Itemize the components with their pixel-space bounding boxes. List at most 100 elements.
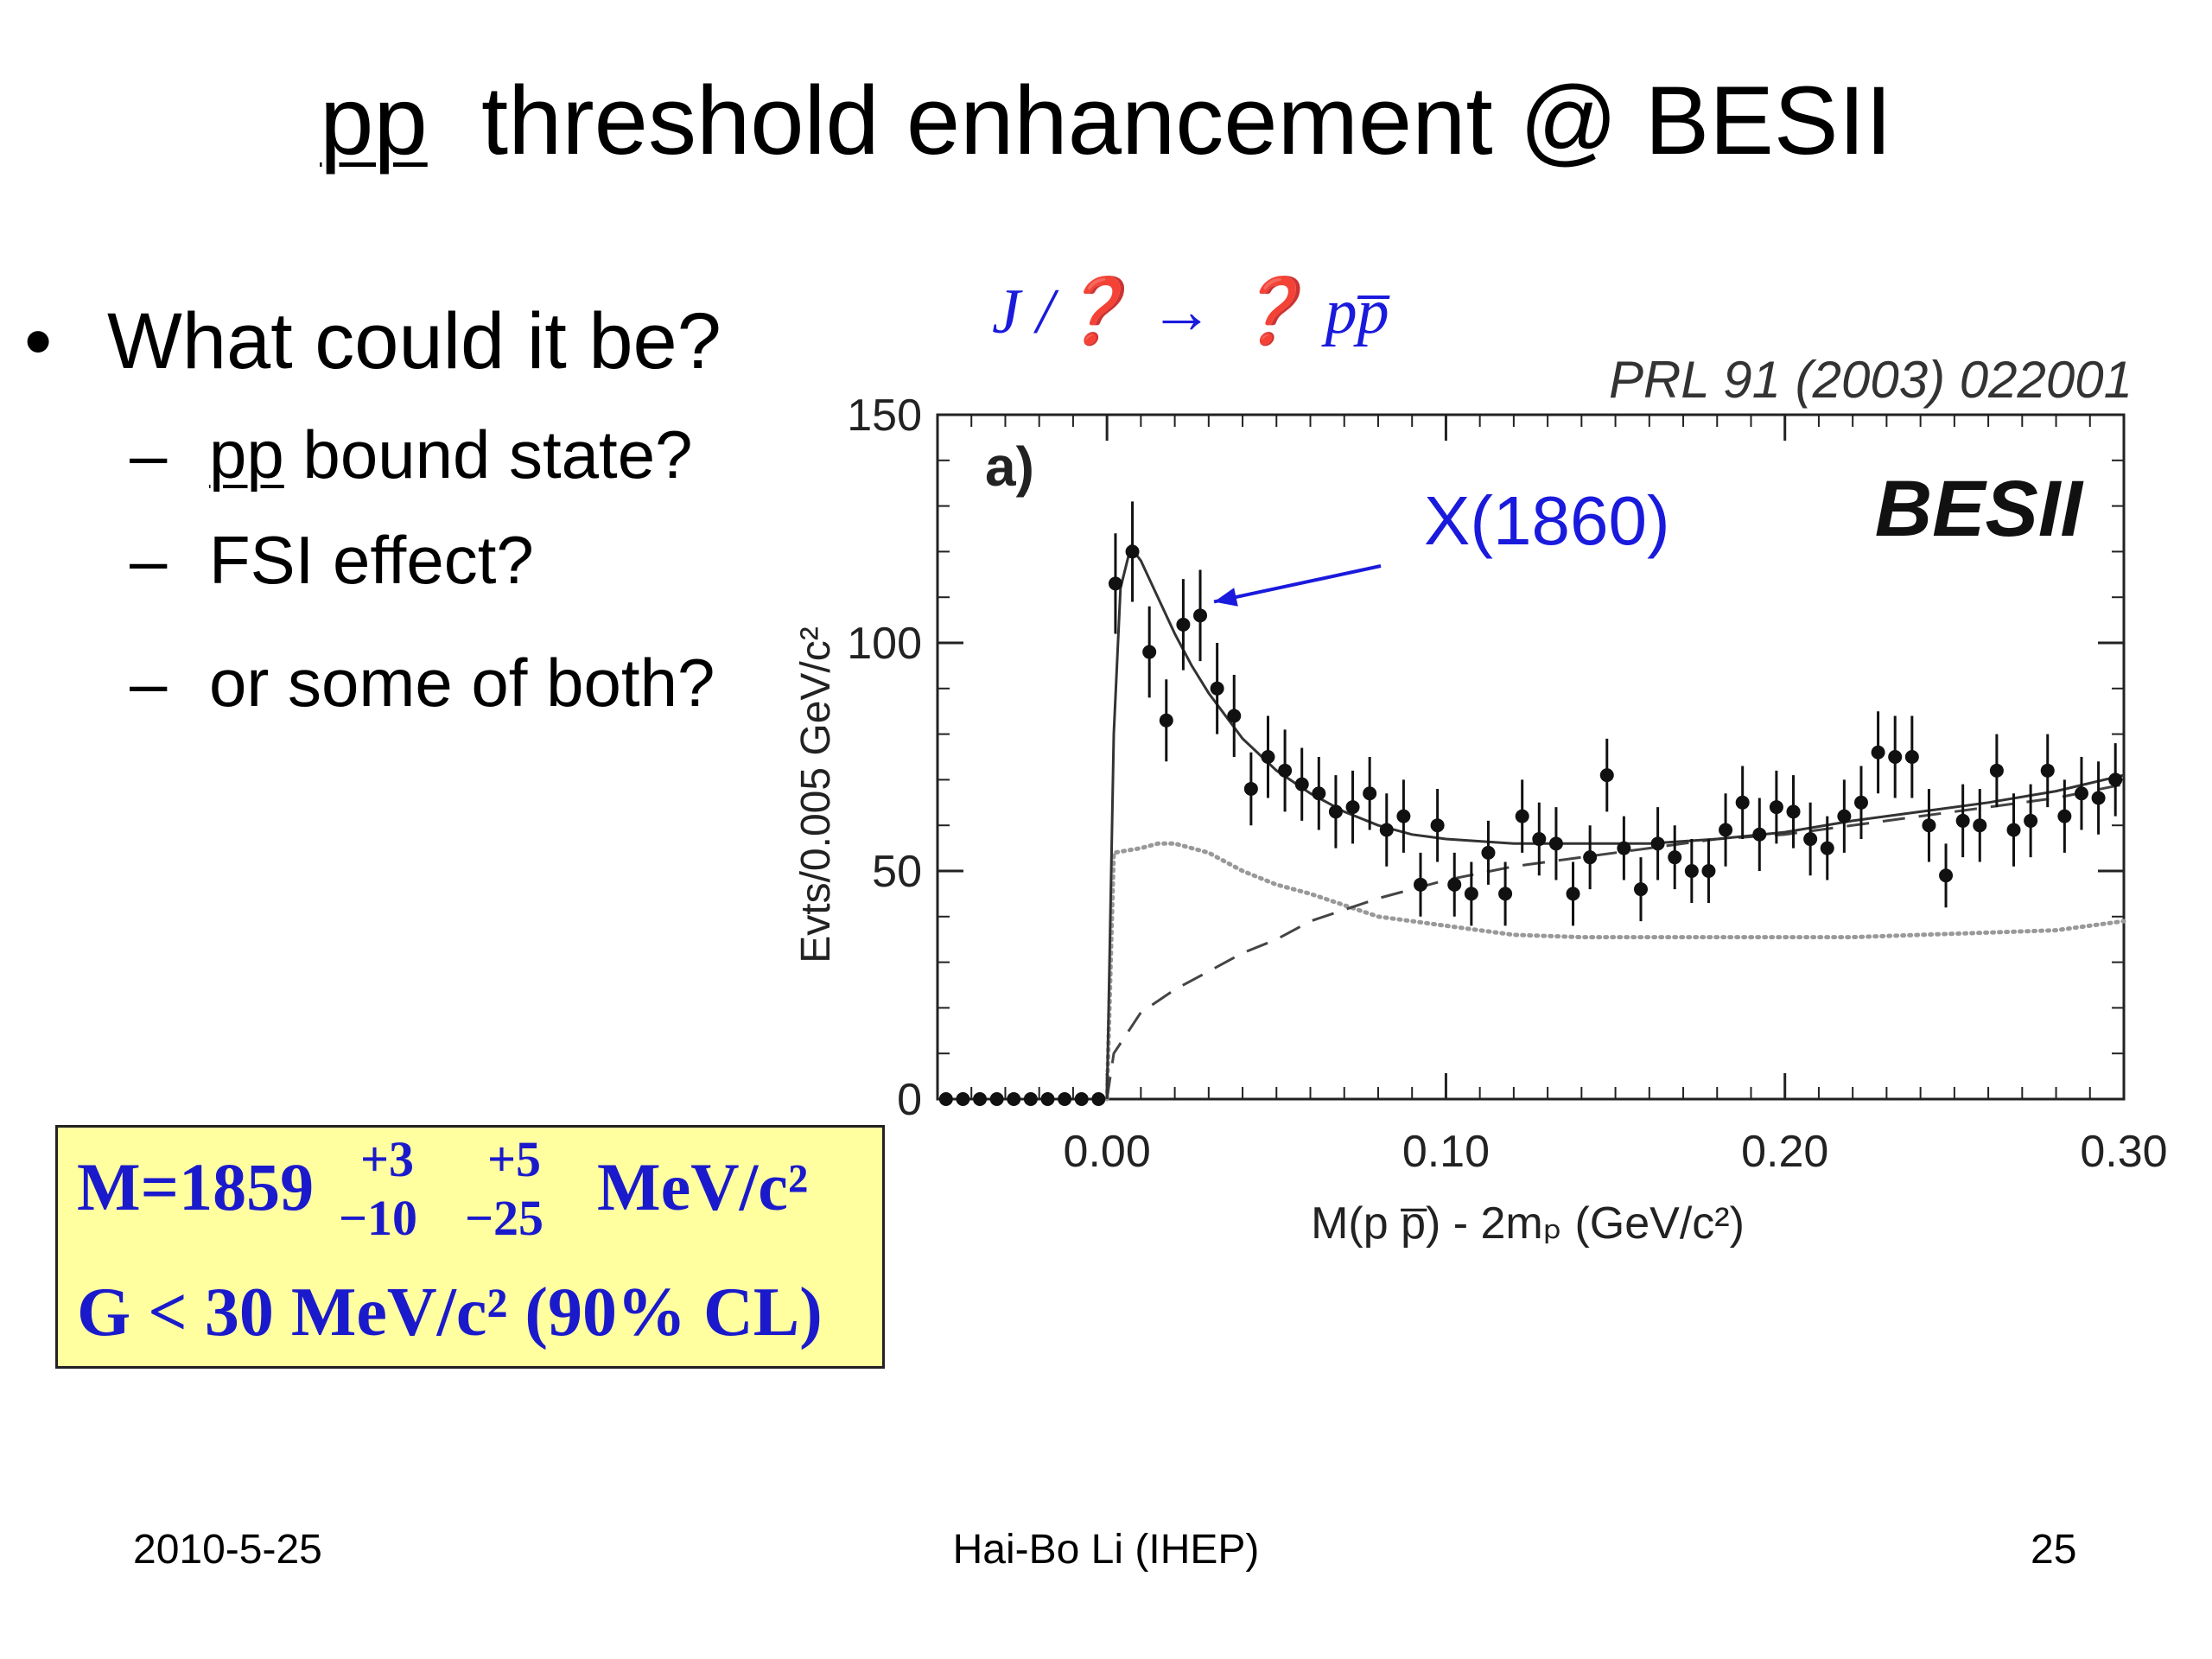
- result-box: M=1859 +3 −10 +5 −25 MeV/c² G < 30 MeV/c…: [55, 1125, 885, 1369]
- fit-curve: [1105, 543, 2125, 1100]
- title-pp: pp: [320, 67, 428, 175]
- data-point: [1328, 804, 1343, 819]
- experiment-label: BESII: [1875, 465, 2085, 553]
- data-point: [1820, 841, 1834, 855]
- data-point: [989, 1092, 1004, 1106]
- data-point: [1871, 745, 1885, 760]
- data-point: [1515, 809, 1529, 823]
- phase-space-curve: [1104, 841, 2126, 1102]
- data-point: [1430, 818, 1445, 833]
- data-point: [1108, 576, 1122, 591]
- data-point: [1955, 813, 1970, 828]
- data-point: [1396, 809, 1411, 823]
- data-point: [2074, 786, 2088, 801]
- data-point: [1735, 795, 1750, 810]
- data-point: [1227, 709, 1242, 723]
- data-point: [1345, 800, 1360, 815]
- data-point: [1058, 1092, 1072, 1106]
- bullet-marker: •: [24, 297, 53, 385]
- sub-item-text: FSI effect?: [209, 522, 534, 598]
- data-point: [1599, 768, 1614, 783]
- sub-item-both: – or some of both?: [130, 641, 715, 724]
- panel-label: a): [985, 435, 1034, 498]
- slide-title: pp threshold enhancement @ BESII: [0, 60, 2212, 181]
- footer-date: 2010-5-25: [133, 1527, 322, 1573]
- annotation-arrowhead: [1214, 588, 1238, 607]
- data-point: [1719, 823, 1733, 837]
- data-point: [973, 1092, 988, 1106]
- data-point: [1769, 800, 1783, 815]
- data-point: [2091, 791, 2106, 805]
- data-point: [1464, 887, 1478, 901]
- data-point: [1091, 1092, 1106, 1106]
- data-point: [1498, 887, 1513, 901]
- data-point: [1888, 750, 1903, 764]
- plot-frame: [936, 413, 2126, 1101]
- y-tick-label: 50: [872, 847, 922, 897]
- background-curve: [1105, 783, 2125, 1100]
- data-point: [1701, 864, 1716, 878]
- annotation-label: X(1860): [1424, 482, 1670, 559]
- reference-label: PRL 91 (2003) 022001: [1609, 351, 2133, 409]
- x-tick-label: 0.20: [1741, 1127, 1828, 1177]
- data-point: [1548, 836, 1563, 851]
- data-point: [1023, 1092, 1038, 1106]
- data-point: [1278, 763, 1293, 778]
- sub-item-text: or some of both?: [209, 645, 715, 721]
- y-tick-label: 0: [897, 1075, 922, 1125]
- data-point: [1786, 804, 1801, 819]
- data-point: [1261, 750, 1275, 764]
- data-point: [1668, 850, 1682, 865]
- data-point: [1922, 818, 1936, 833]
- process-label: J /❓ → ❓ pp̅: [992, 274, 1390, 347]
- sub-item-text: bound state?: [283, 416, 693, 493]
- data-point: [1294, 777, 1309, 791]
- x-tick-label: 0.00: [1064, 1127, 1151, 1177]
- mass-unit: MeV/c²: [597, 1149, 809, 1224]
- mass-stat-up: +3: [360, 1131, 415, 1187]
- sub-item-dash: –: [130, 416, 168, 493]
- sub-item-dash: –: [130, 522, 168, 598]
- data-point: [1040, 1092, 1055, 1106]
- data-point: [1210, 681, 1224, 696]
- data-point: [1853, 795, 1868, 810]
- data-point: [1939, 868, 1954, 883]
- data-point: [1379, 823, 1394, 837]
- data-point: [1583, 850, 1598, 865]
- mass-sys-up: +5: [487, 1131, 542, 1187]
- x-tick-label: 0.10: [1402, 1127, 1490, 1177]
- data-point: [1650, 836, 1665, 851]
- data-point: [956, 1092, 970, 1106]
- data-point: [2024, 813, 2038, 828]
- data-point: [1633, 882, 1648, 897]
- data-point: [1904, 750, 1919, 764]
- data-point: [1837, 809, 1852, 823]
- data-point: [1159, 713, 1173, 728]
- data-point: [1617, 841, 1631, 855]
- sub-item-fsi: – FSI effect?: [130, 518, 534, 601]
- data-point: [1176, 617, 1191, 632]
- data-point: [1414, 877, 1428, 892]
- data-point: [1312, 786, 1326, 801]
- data-point: [1243, 781, 1258, 796]
- data-point: [1989, 763, 2004, 778]
- data-point: [2006, 823, 2021, 837]
- bullet-question: What could it be?: [107, 297, 721, 385]
- x-axis-label: M(p p̅) - 2mₚ (GeV/c²): [1311, 1198, 1745, 1249]
- data-point: [1363, 786, 1377, 801]
- sub-item-pp: pp: [209, 416, 284, 493]
- data-point: [1142, 645, 1157, 659]
- data-point: [2057, 809, 2072, 823]
- data-point: [1973, 818, 1987, 833]
- data-point: [2040, 763, 2055, 778]
- data-point: [1074, 1092, 1089, 1106]
- footer-page-number: 25: [2031, 1527, 2077, 1573]
- mass-sys-down: −25: [465, 1190, 544, 1246]
- mass-prefix: M=1859: [77, 1149, 315, 1224]
- title-text: threshold enhancement @ BESII: [480, 67, 1892, 175]
- y-axis-label: Evts/0.005 GeV/c²: [793, 626, 839, 963]
- data-point: [1481, 845, 1496, 860]
- mass-stat-down: −10: [339, 1190, 418, 1246]
- sub-item-bound-state: – pp bound state?: [130, 413, 693, 496]
